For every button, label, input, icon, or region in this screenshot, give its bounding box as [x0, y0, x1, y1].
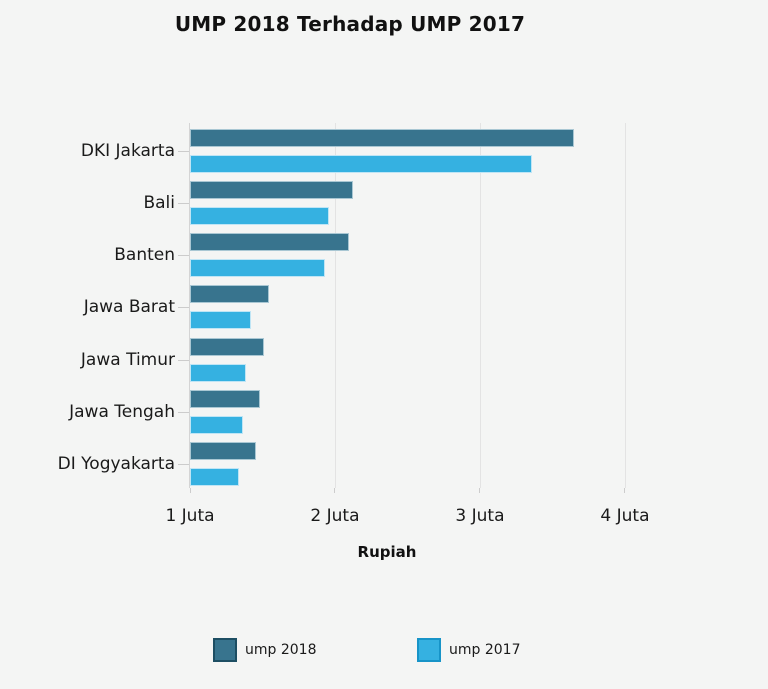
category-row: Jawa Timur [81, 332, 746, 384]
bar-ump-2018[interactable] [190, 181, 354, 200]
y-axis-category-label: Bali [143, 193, 175, 214]
legend: ump 2018 ump 2017 [0, 636, 768, 666]
x-axis-tick [624, 488, 626, 493]
plot-area: 1 Juta 2 Juta 3 Juta 4 Juta DKI Jakarta Bali B… [58, 123, 746, 526]
category-row: DI Yogyakarta [58, 436, 746, 488]
y-axis-category-label: DKI Jakarta [80, 141, 175, 161]
legend-item-ump-2017[interactable]: ump 2017 [417, 636, 520, 664]
x-axis-tick [479, 488, 481, 493]
legend-item-ump-2018[interactable]: ump 2018 [213, 636, 316, 664]
y-axis-category-label: Jawa Tengah [69, 401, 175, 422]
y-axis-tick [178, 359, 189, 361]
x-axis-tick-label: 2 Juta [310, 506, 360, 526]
y-axis-tick [178, 255, 189, 257]
bar-ump-2017[interactable] [190, 311, 251, 330]
legend-swatch [213, 638, 237, 662]
bar-ump-2017[interactable] [190, 259, 325, 278]
x-axis-tick [334, 488, 336, 493]
y-axis-category-label: Jawa Timur [80, 349, 175, 370]
category-row: DKI Jakarta [81, 123, 746, 175]
category-row: Jawa Tengah [69, 384, 746, 436]
bar-ump-2018[interactable] [190, 389, 261, 408]
category-row: Jawa Barat [84, 279, 746, 331]
y-axis-category-label: Jawa Barat [83, 297, 175, 318]
bar-ump-2018[interactable] [190, 129, 574, 147]
y-axis-category-label: DI Yogyakarta [57, 453, 175, 474]
y-axis-category-label: Banten [114, 245, 175, 266]
bar-ump-2017[interactable] [190, 207, 329, 226]
chart-title: UMP 2018 Terhadap UMP 2017 [174, 12, 526, 36]
legend-swatch [417, 638, 441, 662]
category-row: Banten [114, 227, 746, 279]
category-row: Bali [143, 175, 746, 227]
gridline [479, 123, 481, 488]
bar-ump-2017[interactable] [190, 155, 532, 173]
y-axis-tick [178, 411, 189, 413]
bar-ump-2018[interactable] [190, 441, 256, 460]
y-axis-tick [178, 203, 189, 205]
x-axis-tick [189, 488, 191, 493]
x-axis-tick-label: 4 Juta [600, 506, 650, 526]
bar-ump-2018[interactable] [190, 337, 264, 356]
legend-label: ump 2017 [449, 642, 521, 658]
x-axis-tick-label: 1 Juta [165, 506, 215, 526]
y-axis-tick [178, 307, 189, 309]
bar-ump-2017[interactable] [190, 363, 247, 382]
legend-label: ump 2018 [245, 642, 317, 658]
x-axis-label: Rupiah [357, 543, 417, 561]
gridline [624, 123, 626, 488]
bar-ump-2017[interactable] [190, 415, 244, 434]
bar-ump-2018[interactable] [190, 233, 350, 252]
bar-ump-2018[interactable] [190, 285, 269, 304]
gridline [334, 123, 336, 488]
bar-ump-2017[interactable] [190, 467, 239, 486]
y-axis-tick [178, 151, 189, 152]
x-axis-tick-label: 3 Juta [455, 506, 505, 526]
y-axis-tick [178, 463, 189, 465]
